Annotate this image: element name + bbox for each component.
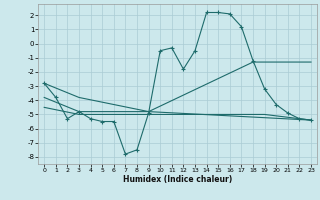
X-axis label: Humidex (Indice chaleur): Humidex (Indice chaleur) (123, 175, 232, 184)
